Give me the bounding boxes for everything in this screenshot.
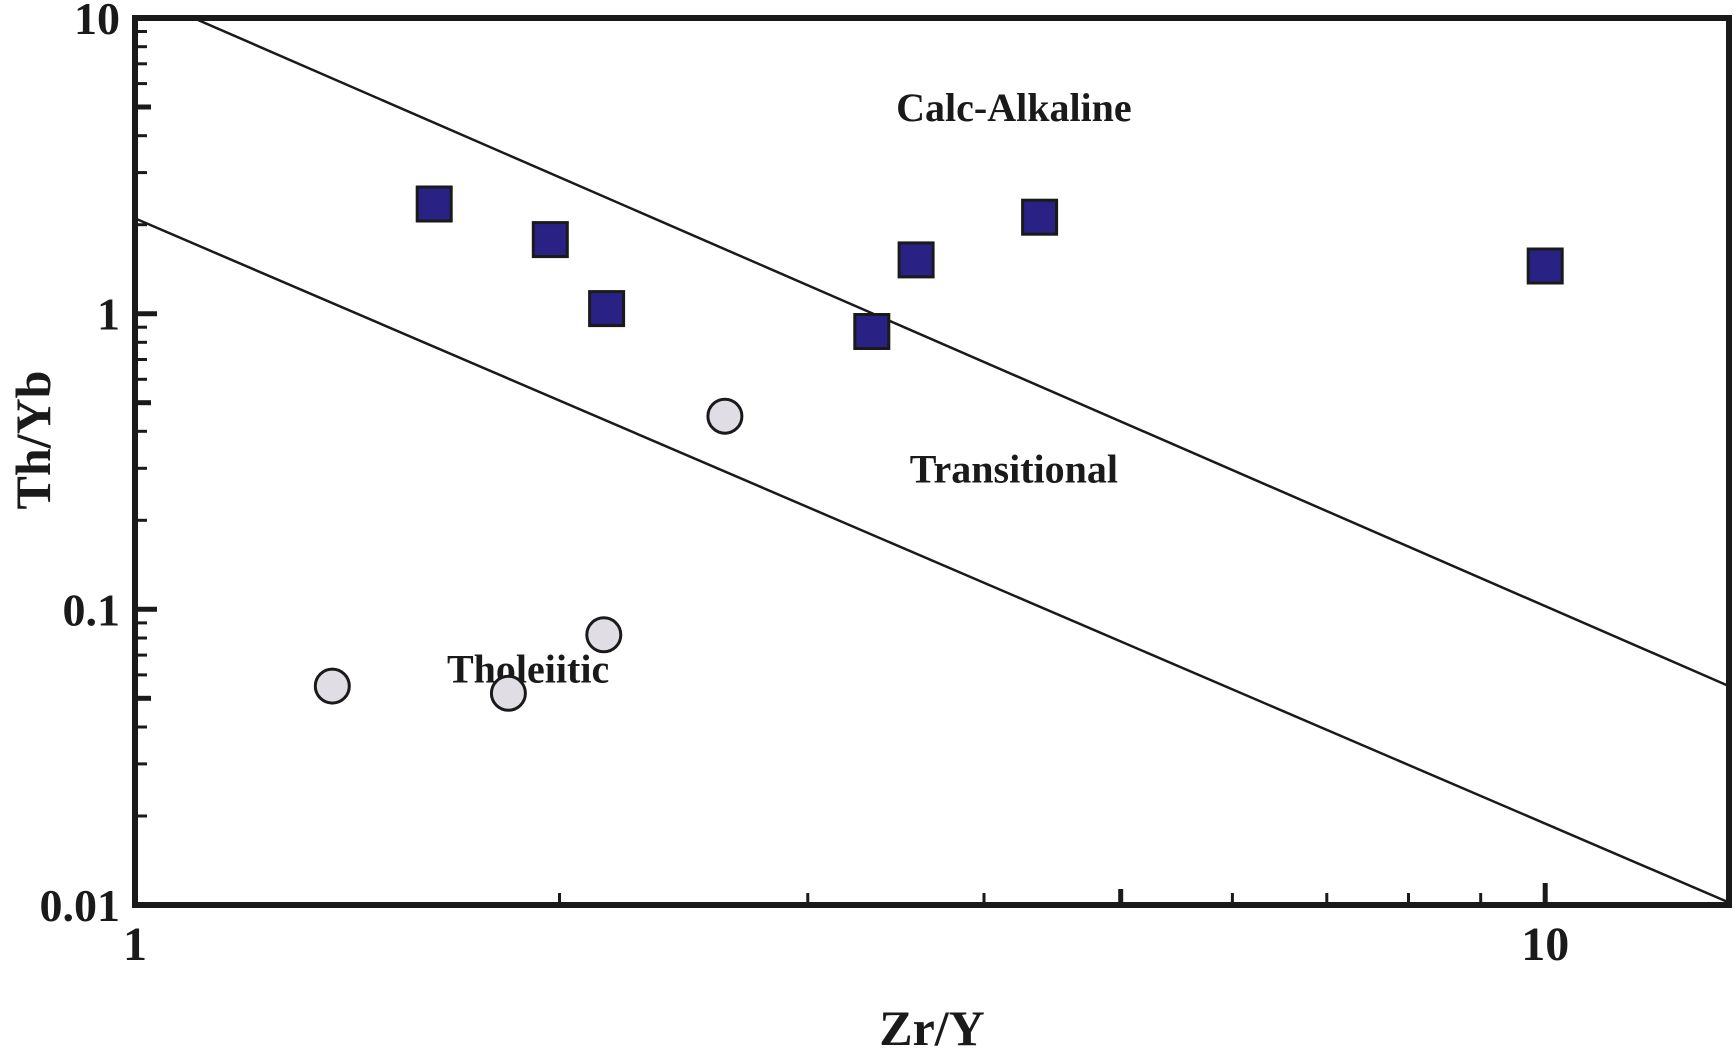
- x-tick-label: 10: [1521, 918, 1569, 971]
- transitional-tholeiitic-boundary: [134, 217, 1730, 904]
- x-axis-title: Zr/Y: [879, 1000, 985, 1056]
- calc-alkaline-transitional-boundary: [192, 16, 1730, 688]
- region-label: Calc-Alkaline: [896, 85, 1132, 130]
- x-tick-labels: 1 10: [123, 918, 1569, 971]
- x-tick-label: 1: [123, 918, 147, 971]
- y-tick-label: 0.1: [63, 584, 121, 635]
- circle-marker: [313, 667, 351, 705]
- square-marker: [897, 241, 935, 279]
- square-marker: [531, 221, 569, 259]
- square-marker: [1526, 247, 1564, 285]
- circle-marker: [585, 616, 623, 654]
- region-labels: Calc-Alkaline Transitional Tholeiitic: [447, 85, 1132, 692]
- circle-marker: [489, 674, 527, 712]
- square-marker: [853, 313, 891, 350]
- region-label: Tholeiitic: [447, 647, 609, 692]
- square-marker: [415, 185, 453, 223]
- y-tick-label: 10: [74, 0, 120, 44]
- y-tick-labels: 0.01 0.1 1 10: [40, 0, 121, 931]
- y-axis-title: Th/Yb: [5, 371, 61, 510]
- y-tick-label: 0.01: [40, 880, 121, 931]
- square-marker: [1021, 198, 1059, 236]
- circle-marker: [706, 397, 744, 435]
- boundary-lines: [134, 16, 1730, 904]
- region-label: Transitional: [910, 446, 1118, 491]
- data-points: [313, 185, 1564, 712]
- y-tick-label: 1: [97, 289, 120, 340]
- square-marker: [588, 290, 626, 328]
- plot-frame: [132, 15, 1732, 908]
